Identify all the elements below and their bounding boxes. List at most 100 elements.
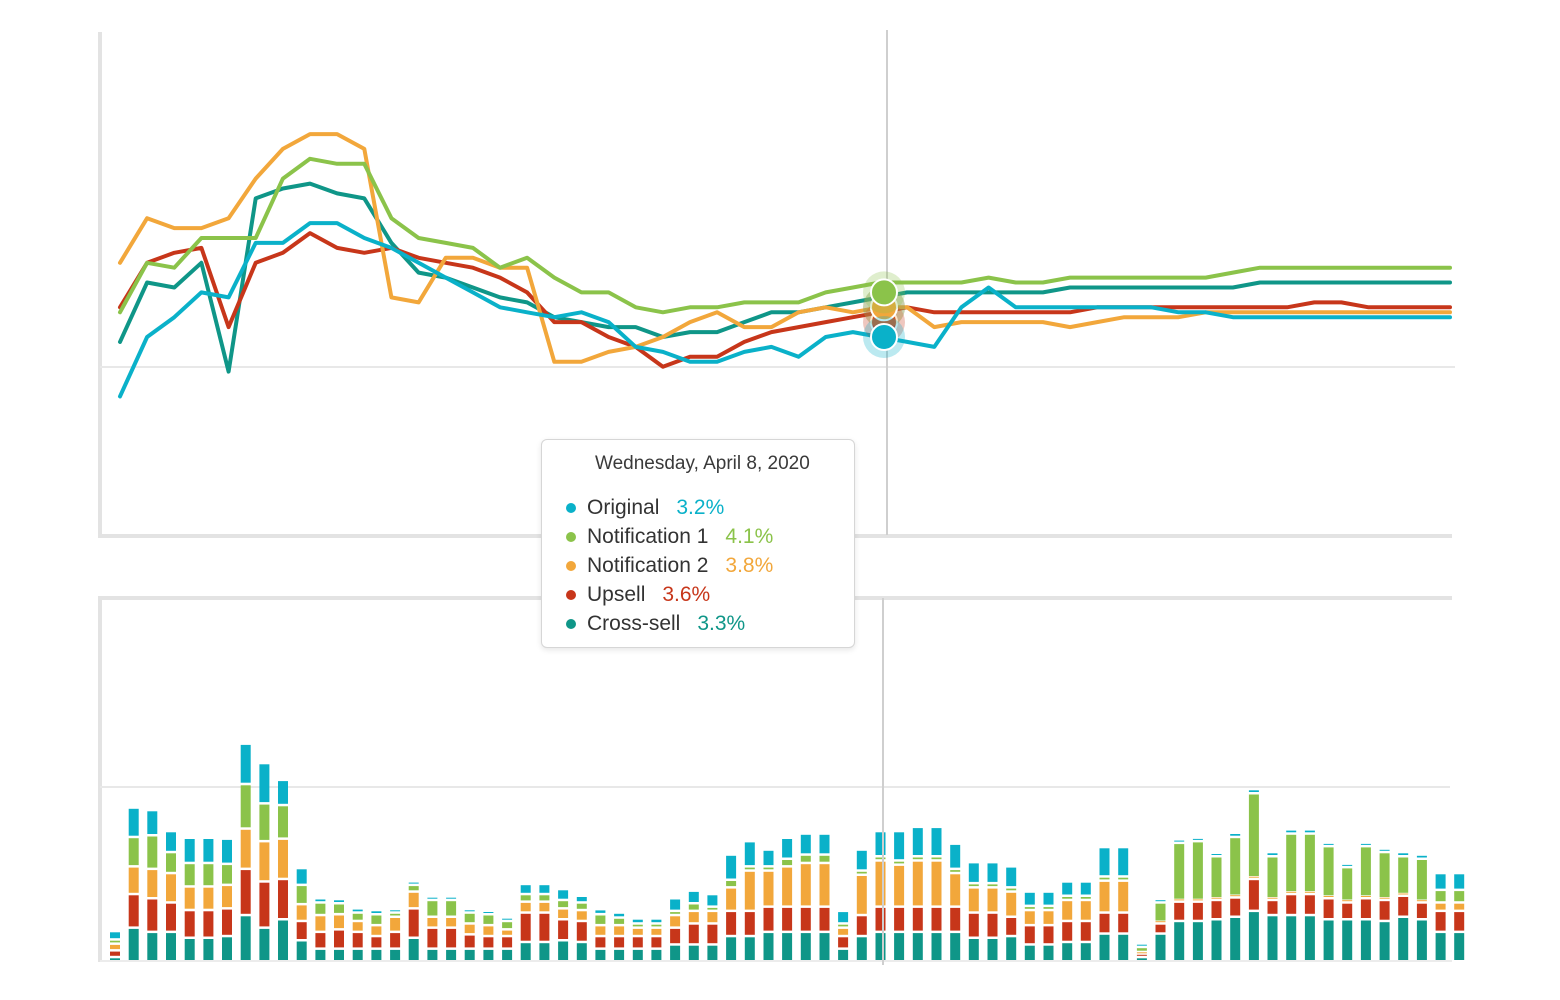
bar-segment-original <box>1342 864 1353 866</box>
bar-segment-cross-sell <box>558 941 569 960</box>
bar-segment-notification-1 <box>595 915 606 924</box>
bar-segment-upsell <box>408 909 419 937</box>
bar-segment-cross-sell <box>464 949 475 960</box>
bar-segment-notification-2 <box>968 888 979 912</box>
bar-segment-notification-2 <box>427 918 438 927</box>
bar-segment-cross-sell <box>856 937 867 960</box>
bar-segment-original <box>184 839 195 862</box>
bar-segment-upsell <box>1416 903 1427 918</box>
bar-segment-notification-2 <box>147 870 158 897</box>
bar-segment-upsell <box>968 913 979 937</box>
bar-segment-notification-2 <box>278 839 288 878</box>
bar-chart-series <box>110 744 1465 960</box>
tooltip-dot <box>566 590 576 600</box>
bar-segment-notification-2 <box>688 912 699 923</box>
bar-segment-cross-sell <box>632 949 643 960</box>
bar-segment-notification-2 <box>614 926 625 935</box>
bar-segment-upsell <box>390 933 401 948</box>
bar-segment-upsell <box>240 870 251 914</box>
bar-segment-cross-sell <box>726 937 737 960</box>
bar-segment-original <box>931 828 942 855</box>
bar-segment-cross-sell <box>390 949 401 960</box>
tooltip-series-value: 4.1% <box>725 525 774 548</box>
bar-segment-original <box>371 911 382 913</box>
bar-segment-cross-sell <box>427 949 438 960</box>
bar-segment-original <box>894 832 905 860</box>
bar-segment-notification-2 <box>483 926 494 935</box>
bar-segment-notification-1 <box>763 867 774 870</box>
bar-segment-notification-1 <box>931 857 942 860</box>
bar-segment-upsell <box>352 933 363 948</box>
bar-segment-upsell <box>278 880 288 918</box>
bar-segment-cross-sell <box>483 949 494 960</box>
line-chart-series <box>118 132 1452 399</box>
bar-segment-notification-2 <box>800 864 811 906</box>
bar-segment-cross-sell <box>1454 933 1465 960</box>
bar-segment-notification-2 <box>1416 900 1427 902</box>
bar-segment-notification-2 <box>1136 952 1147 954</box>
bar-segment-notification-2 <box>166 874 176 902</box>
bar-segment-cross-sell <box>688 945 699 960</box>
bar-segment-notification-2 <box>296 905 307 920</box>
bar-segment-cross-sell <box>446 949 457 960</box>
bar-segment-cross-sell <box>912 933 923 960</box>
bar-segment-notification-1 <box>352 913 363 920</box>
bar-segment-cross-sell <box>1248 912 1259 960</box>
bar-segment-original <box>688 891 699 902</box>
bar-segment-notification-2 <box>912 861 923 906</box>
tooltip-series-name: Notification 1 <box>587 525 709 548</box>
bar-segment-cross-sell <box>1062 943 1073 960</box>
bar-segment-upsell <box>744 912 755 935</box>
tooltip-series-name: Original <box>587 496 660 519</box>
bar-segment-original <box>800 834 811 854</box>
bar-segment-notification-1 <box>1024 907 1035 909</box>
bar-segment-original <box>1155 900 1166 902</box>
bar-segment-cross-sell <box>296 941 307 960</box>
bar-segment-original <box>502 918 513 920</box>
tooltip-dot <box>566 561 576 571</box>
bar-segment-cross-sell <box>1043 945 1054 960</box>
bar-segment-cross-sell <box>408 939 419 960</box>
bar-segment-original <box>464 910 475 912</box>
bar-segment-notification-1 <box>987 884 998 887</box>
bar-segment-cross-sell <box>987 939 998 960</box>
bar-segment-upsell <box>222 909 232 935</box>
bar-segment-original <box>446 897 457 899</box>
bar-segment-upsell <box>110 951 120 956</box>
bar-segment-original <box>1398 853 1409 855</box>
bar-segment-original <box>670 899 681 910</box>
bar-segment-notification-1 <box>1248 794 1259 876</box>
bar-segment-notification-2 <box>390 918 401 931</box>
bar-segment-notification-2 <box>1304 891 1315 893</box>
bar-segment-upsell <box>203 911 214 937</box>
bar-segment-original <box>1099 848 1110 876</box>
bar-segment-upsell <box>166 903 176 931</box>
bar-segment-upsell <box>315 933 326 948</box>
bar-segment-notification-1 <box>1118 877 1129 880</box>
bar-segment-original <box>1286 830 1297 833</box>
bar-segment-notification-1 <box>1416 860 1427 900</box>
bar-segment-notification-2 <box>558 909 569 918</box>
bar-segment-notification-1 <box>371 915 382 924</box>
bar-segment-original <box>278 781 288 804</box>
bar-segment-notification-1 <box>315 903 326 914</box>
tooltip-dot <box>566 503 576 513</box>
bar-segment-original <box>651 919 662 923</box>
bar-segment-cross-sell <box>502 949 513 960</box>
bar-segment-notification-1 <box>707 907 718 910</box>
bar-segment-cross-sell <box>222 937 232 960</box>
bar-segment-notification-1 <box>1360 847 1371 896</box>
bar-segment-upsell <box>931 907 942 931</box>
bar-segment-notification-2 <box>1006 892 1017 916</box>
bar-segment-upsell <box>1080 922 1091 941</box>
bar-segment-original <box>707 895 718 906</box>
bar-segment-original <box>744 842 755 866</box>
bar-segment-original <box>1230 834 1241 836</box>
bar-segment-original <box>632 919 643 923</box>
bar-segment-notification-2 <box>1248 876 1259 878</box>
bar-segment-upsell <box>1248 880 1259 910</box>
bar-segment-upsell <box>1174 902 1185 920</box>
bar-segment-upsell <box>856 916 867 935</box>
bar-segment-notification-2 <box>1099 881 1110 912</box>
